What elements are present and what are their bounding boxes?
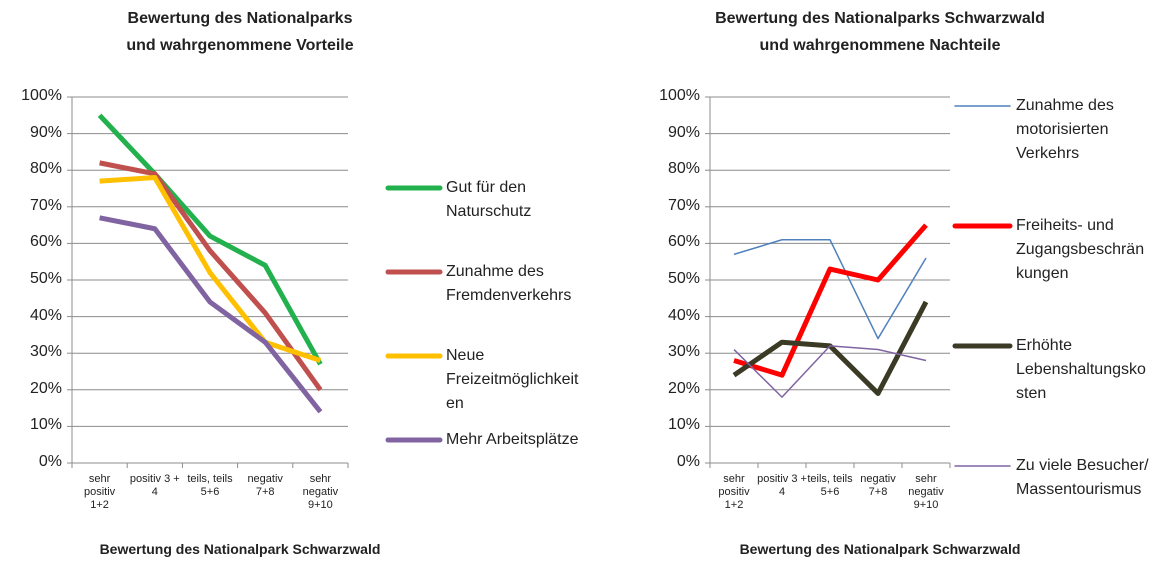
- legend-label: Erhöhte Lebenshaltungskosten: [1016, 337, 1146, 402]
- y-tick-label: 10%: [667, 416, 700, 434]
- y-tick-label: 70%: [667, 196, 700, 214]
- series-line: [97, 113, 323, 366]
- x-tick-label: teils, teils 5+6: [807, 473, 853, 498]
- y-tick-label: 100%: [659, 87, 700, 104]
- y-tick-label: 60%: [29, 233, 62, 251]
- y-tick-label: 100%: [21, 87, 62, 104]
- x-axis-label: Bewertung des Nationalpark Schwarzwald: [99, 541, 381, 557]
- x-tick-label: positiv 3 + 4: [757, 473, 807, 498]
- chart-title: Bewertung des Nationalparks: [127, 10, 353, 27]
- chart-title: Bewertung des Nationalparks Schwarzwald: [715, 10, 1045, 27]
- legend-label: Zunahme des Fremdenverkehrs: [446, 263, 572, 304]
- y-tick-label: 90%: [29, 123, 62, 141]
- legend-label: Gut für den Naturschutz: [446, 179, 532, 220]
- y-tick-label: 30%: [29, 343, 62, 361]
- chart-title: und wahrgenommene Nachteile: [759, 37, 1001, 54]
- y-tick-label: 90%: [667, 123, 700, 141]
- series-line: [99, 160, 323, 392]
- y-tick-label: 20%: [667, 379, 700, 397]
- y-tick-label: 10%: [29, 416, 62, 434]
- series-line: [733, 238, 927, 340]
- legend-label: Zu viele Besucher/ Massentourismus: [1016, 457, 1149, 498]
- y-tick-label: 20%: [29, 379, 62, 397]
- legend-label: Neue Freizeitmöglichkeiten: [446, 347, 579, 412]
- x-tick-label: negativ 7+8: [860, 473, 896, 498]
- chart-title: und wahrgenommene Vorteile: [126, 37, 354, 54]
- x-axis-label: Bewertung des Nationalpark Schwarzwald: [739, 541, 1021, 557]
- x-tick-label: sehr negativ 9+10: [908, 473, 944, 511]
- legend-label: Zunahme des motorisierten Verkehrs: [1016, 97, 1114, 162]
- y-tick-label: 80%: [29, 160, 62, 178]
- y-tick-label: 0%: [38, 453, 62, 470]
- y-tick-label: 50%: [667, 270, 700, 287]
- y-tick-label: 30%: [667, 343, 700, 361]
- x-tick-label: sehr positiv 1+2: [718, 473, 750, 511]
- y-tick-label: 40%: [667, 306, 700, 324]
- y-tick-label: 70%: [29, 196, 62, 214]
- series-line: [99, 215, 323, 414]
- x-tick-label: negativ 7+8: [247, 473, 283, 498]
- x-tick-label: positiv 3 + 4: [129, 473, 180, 498]
- legend-label: Freiheits- und Zugangsbeschränkungen: [1016, 217, 1145, 282]
- legend-label: Mehr Arbeitsplätze: [446, 431, 579, 448]
- series-line: [733, 223, 928, 378]
- x-tick-label: teils, teils 5+6: [187, 473, 233, 498]
- series-line: [733, 345, 927, 398]
- series-line: [732, 300, 929, 396]
- x-tick-label: sehr positiv 1+2: [84, 473, 116, 511]
- y-tick-label: 60%: [667, 233, 700, 251]
- series-line: [99, 175, 322, 363]
- y-tick-label: 40%: [29, 306, 62, 324]
- x-tick-label: sehr negativ 9+10: [302, 473, 339, 511]
- y-tick-label: 80%: [667, 160, 700, 178]
- y-tick-label: 50%: [29, 270, 62, 287]
- y-tick-label: 0%: [676, 453, 700, 470]
